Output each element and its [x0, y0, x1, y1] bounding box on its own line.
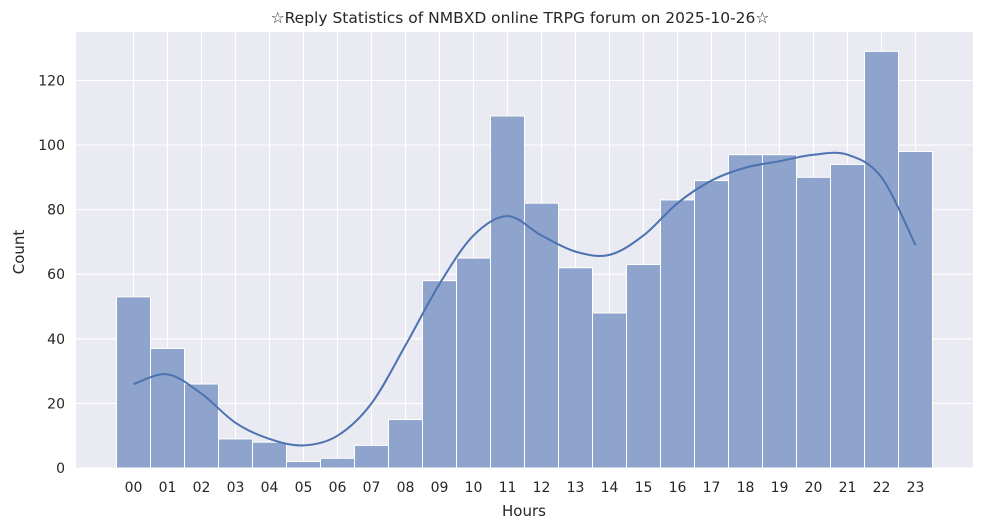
bar-04 — [252, 441, 287, 469]
x-tick-label: 19 — [771, 480, 789, 496]
bar-19 — [762, 154, 797, 469]
x-tick-label: 22 — [873, 480, 891, 496]
bar-21 — [830, 163, 865, 469]
x-tick-label: 00 — [125, 480, 143, 496]
bar-18 — [728, 154, 763, 469]
x-tick-label: 20 — [805, 480, 823, 496]
bar-16 — [660, 199, 695, 469]
bar-10 — [456, 257, 491, 469]
y-tick-labels: 0 20 40 60 80 100 120 — [38, 73, 65, 477]
y-axis-label: Count — [10, 230, 28, 275]
x-tick-label: 17 — [703, 480, 721, 496]
x-tick-label: 01 — [159, 480, 177, 496]
bar-20 — [796, 176, 831, 469]
bar-13 — [558, 267, 593, 469]
x-axis-label: Hours — [502, 502, 546, 520]
bars — [116, 50, 933, 469]
y-tick-label: 40 — [47, 332, 65, 348]
x-tick-label: 06 — [329, 480, 347, 496]
x-tick-label: 09 — [431, 480, 449, 496]
bar-15 — [626, 264, 661, 469]
bar-01 — [150, 348, 185, 469]
bar-00 — [116, 296, 151, 469]
bar-07 — [354, 444, 389, 469]
x-tick-label: 04 — [261, 480, 279, 496]
bar-11 — [490, 115, 525, 469]
y-tick-label: 120 — [38, 73, 65, 89]
bar-02 — [184, 383, 219, 469]
x-tick-label: 03 — [227, 480, 245, 496]
x-tick-label: 13 — [567, 480, 585, 496]
x-tick-label: 10 — [465, 480, 483, 496]
bar-05 — [286, 461, 321, 469]
kde-curve — [133, 151, 917, 447]
y-tick-label: 20 — [47, 396, 65, 412]
x-tick-labels: 00 01 02 03 04 05 06 07 08 09 10 11 12 13 14 15 16 17 18 19… — [125, 480, 925, 496]
bar-22 — [864, 50, 899, 469]
x-tick-label: 05 — [295, 480, 313, 496]
x-tick-label: 18 — [737, 480, 755, 496]
bar-17 — [694, 180, 729, 469]
x-tick-label: 08 — [397, 480, 415, 496]
y-tick-label: 80 — [47, 203, 65, 219]
x-tick-label: 02 — [193, 480, 211, 496]
chart-title: ☆Reply Statistics of NMBXD online TRPG f… — [271, 9, 770, 27]
x-tick-label: 14 — [601, 480, 619, 496]
bar-03 — [218, 438, 253, 469]
bar-08 — [388, 419, 423, 469]
x-tick-label: 12 — [533, 480, 551, 496]
x-tick-label: 11 — [499, 480, 517, 496]
bar-23 — [898, 150, 933, 469]
x-tick-label: 16 — [669, 480, 687, 496]
bar-06 — [320, 457, 355, 469]
y-tick-label: 0 — [56, 461, 65, 477]
x-tick-label: 07 — [363, 480, 381, 496]
x-tick-label: 15 — [635, 480, 653, 496]
x-tick-label: 23 — [907, 480, 925, 496]
bar-09 — [422, 280, 457, 469]
bar-14 — [592, 312, 627, 469]
x-tick-label: 21 — [839, 480, 857, 496]
bar-12 — [524, 202, 559, 469]
y-tick-label: 100 — [38, 138, 65, 154]
y-tick-label: 60 — [47, 267, 65, 283]
